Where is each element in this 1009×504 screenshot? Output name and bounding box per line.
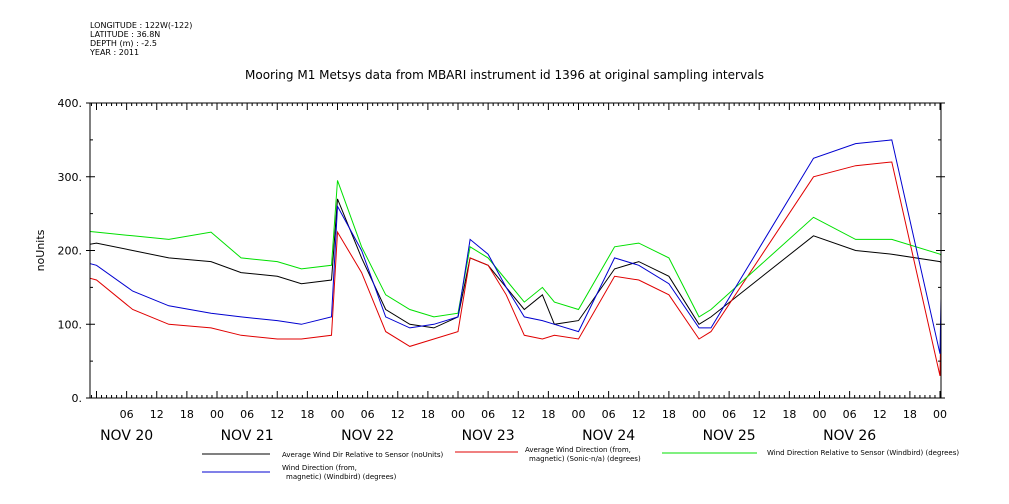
x-tick-label: 12: [391, 408, 405, 421]
x-tick-label: 06: [722, 408, 736, 421]
day-label: NOV 25: [703, 428, 756, 444]
x-tick-label: 00: [813, 408, 827, 421]
x-tick-label: 12: [511, 408, 525, 421]
x-tick-label: 06: [361, 408, 375, 421]
x-tick-label: 18: [421, 408, 435, 421]
depth-text: DEPTH (m) : -2.5: [90, 39, 157, 48]
x-tick-label: 12: [632, 408, 646, 421]
x-tick-label: 12: [270, 408, 284, 421]
x-tick-label: 06: [240, 408, 254, 421]
x-tick-label: 18: [541, 408, 555, 421]
x-tick-label: 06: [602, 408, 616, 421]
day-label: NOV 22: [341, 428, 394, 444]
x-tick-label: 00: [933, 408, 947, 421]
series-line-3: [90, 180, 941, 318]
x-tick-label: 00: [692, 408, 706, 421]
x-tick-label: 06: [120, 408, 134, 421]
x-tick-label: 00: [572, 408, 586, 421]
x-tick-label: 18: [662, 408, 676, 421]
series-line-2: [90, 161, 941, 377]
y-tick-label: 200.: [58, 245, 83, 258]
legend-label: Wind Direction Relative to Sensor (Windb…: [767, 449, 959, 457]
plot-border: [89, 102, 942, 399]
x-tick-label: 00: [331, 408, 345, 421]
day-label: NOV 21: [221, 428, 274, 444]
day-label: NOV 26: [823, 428, 876, 444]
series-layer: [90, 139, 941, 377]
x-tick-label: 00: [451, 408, 465, 421]
legend-label: Average Wind Dir Relative to Sensor (noU…: [282, 451, 443, 459]
series-line-4: [90, 139, 941, 354]
x-tick-label: 06: [481, 408, 495, 421]
x-tick-label: 12: [752, 408, 766, 421]
x-tick-label: 18: [300, 408, 314, 421]
chart-title: Mooring M1 Metsys data from MBARI instru…: [245, 68, 764, 82]
x-tick-label: 18: [180, 408, 194, 421]
y-tick-label: 300.: [58, 171, 83, 184]
x-tick-label: 12: [873, 408, 887, 421]
metadata-block: LONGITUDE : 122W(-122) LATITUDE : 36.8N …: [90, 21, 192, 57]
legend-label: Average Wind Direction (from, magnetic) (…: [525, 446, 641, 463]
year-text: YEAR : 2011: [90, 48, 140, 57]
x-tick-label: 12: [150, 408, 164, 421]
longitude-text: LONGITUDE : 122W(-122): [90, 21, 193, 30]
y-tick-label: 100.: [58, 318, 83, 331]
y-tick-label: 0.: [72, 392, 83, 405]
x-tick-label: 18: [903, 408, 917, 421]
legend: Average Wind Dir Relative to Sensor (noU…: [202, 446, 959, 481]
x-tick-label: 18: [782, 408, 796, 421]
y-tick-label: 400.: [58, 97, 83, 110]
day-label: NOV 23: [462, 428, 515, 444]
day-label: NOV 20: [100, 428, 153, 444]
series-line-1: [90, 198, 941, 329]
x-tick-label: 06: [843, 408, 857, 421]
plot-frame: [89, 102, 942, 399]
x-tick-label: 00: [210, 408, 224, 421]
y-axis-label: noUnits: [34, 229, 47, 271]
axes: 0. 100. 200. 300. 400. noUnits 06 12 18 00 06 12 18 0…: [34, 97, 947, 444]
day-label: NOV 24: [582, 428, 635, 444]
latitude-text: LATITUDE : 36.8N: [90, 30, 161, 39]
legend-label: Wind Direction (from, magnetic) (Windbird…: [282, 464, 397, 481]
